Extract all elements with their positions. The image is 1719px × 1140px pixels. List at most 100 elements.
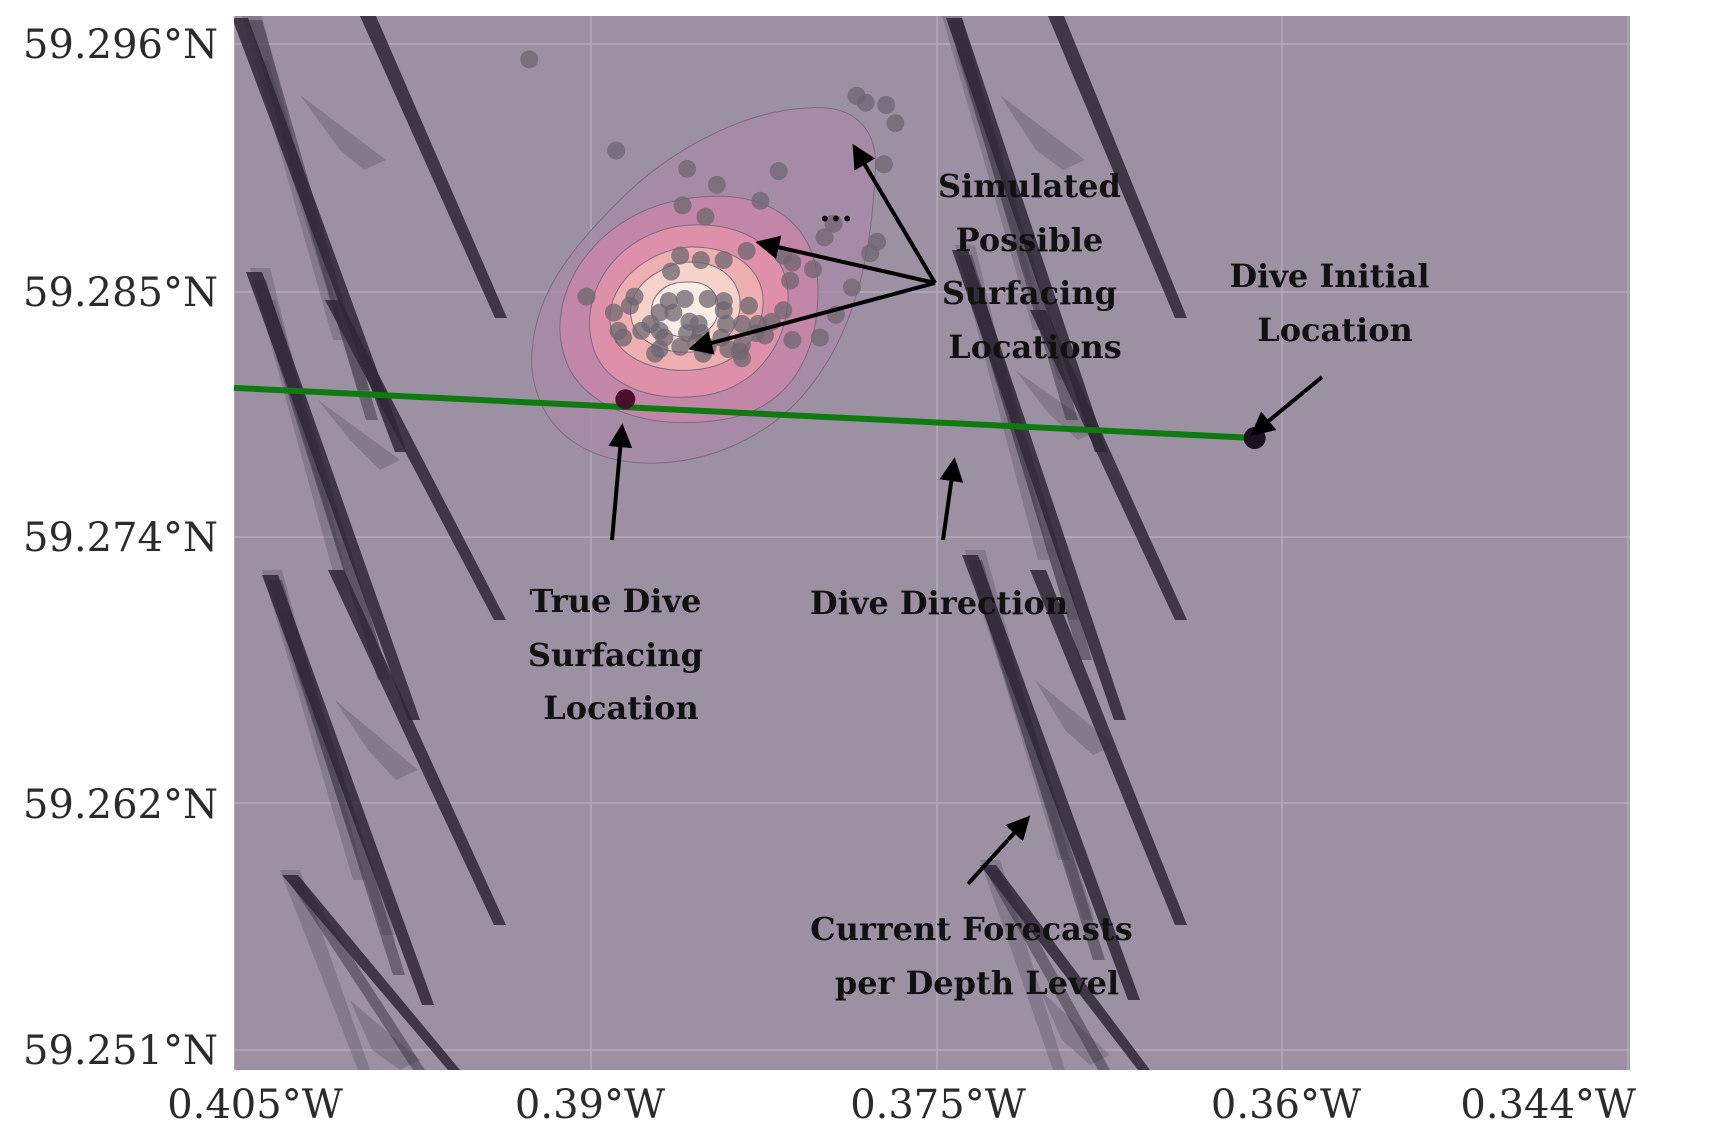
dive-direction-label: Dive Direction bbox=[810, 584, 1068, 622]
map-background bbox=[234, 16, 1630, 1070]
simulated-surfacing-point bbox=[696, 207, 715, 226]
initial-location-label: Dive Initial Location bbox=[1229, 257, 1440, 349]
simulated-surfacing-point bbox=[751, 191, 770, 210]
simulated-surfacing-point bbox=[803, 260, 822, 279]
simulated-surfacing-point bbox=[717, 314, 736, 333]
current-arrow bbox=[262, 575, 434, 1005]
current-arrow bbox=[246, 272, 420, 720]
currents-label-line: Current Forecasts bbox=[810, 910, 1133, 948]
x-axis-ticks: 0.405°W 0.39°W 0.375°W 0.36°W 0.344°W bbox=[167, 1082, 1636, 1128]
simulated-label-line: Simulated bbox=[938, 167, 1121, 205]
simulated-surfacing-point bbox=[861, 244, 880, 263]
dive-track-line bbox=[233, 384, 1255, 442]
current-arrow bbox=[300, 95, 386, 170]
simulated-label-line: Surfacing bbox=[942, 274, 1117, 312]
y-axis-ticks: 59.296°N 59.285°N 59.274°N 59.262°N 59.2… bbox=[23, 22, 218, 1074]
current-arrow bbox=[288, 880, 425, 1070]
current-arrow bbox=[1035, 680, 1115, 755]
simulated-surfacing-point bbox=[842, 278, 861, 297]
simulated-surfacing-point bbox=[774, 301, 793, 320]
current-arrow bbox=[952, 250, 1126, 720]
current-arrow bbox=[328, 570, 506, 925]
initial-label-line: Location bbox=[1257, 311, 1413, 349]
true-surfacing-marker bbox=[615, 389, 636, 410]
simulated-surfacing-point bbox=[671, 246, 690, 265]
simulated-surfacing-point bbox=[698, 289, 717, 308]
simulated-surfacing-point bbox=[714, 251, 733, 270]
simulated-surfacing-point bbox=[673, 196, 692, 215]
simulated-arrow-top bbox=[852, 143, 937, 285]
simulated-surfacing-point bbox=[632, 321, 651, 340]
current-arrow-stack bbox=[952, 245, 1187, 720]
simulated-label: Simulated Possible Surfacing Locations bbox=[938, 167, 1132, 366]
current-arrow bbox=[275, 610, 395, 935]
y-tick-label: 59.262°N bbox=[23, 782, 218, 828]
x-tick-label: 0.36°W bbox=[1211, 1082, 1361, 1128]
true-label-line: Location bbox=[543, 689, 699, 727]
current-arrow bbox=[318, 400, 400, 470]
current-arrow bbox=[1000, 95, 1085, 170]
initial-label-line: Dive Initial bbox=[1229, 257, 1429, 295]
initial-location-arrow bbox=[1250, 375, 1324, 437]
simulated-surfacing-point bbox=[824, 214, 843, 233]
current-arrow bbox=[955, 50, 1070, 380]
current-arrow bbox=[282, 875, 460, 1070]
true-label-line: True Dive bbox=[529, 582, 701, 620]
currents-label-line: per Depth Level bbox=[835, 964, 1119, 1002]
current-arrow bbox=[350, 1000, 420, 1070]
current-arrow bbox=[962, 555, 1140, 1000]
simulated-surfacing-point bbox=[856, 93, 875, 112]
x-tick-label: 0.344°W bbox=[1460, 1082, 1636, 1128]
current-forecasts-arrow bbox=[966, 815, 1031, 886]
current-arrow bbox=[335, 700, 418, 780]
simulated-surfacing-point bbox=[733, 314, 752, 333]
current-arrow bbox=[360, 16, 507, 318]
current-arrow bbox=[985, 870, 1110, 1070]
true-surfacing-arrow bbox=[608, 423, 633, 541]
current-arrow-stack bbox=[962, 550, 1187, 1000]
dive-direction-arrow bbox=[939, 457, 964, 541]
simulated-surfacing-point bbox=[675, 289, 694, 308]
current-arrow-stack bbox=[246, 268, 506, 720]
simulated-surfacing-point bbox=[739, 296, 758, 315]
simulated-surfacing-point bbox=[614, 328, 633, 347]
simulated-surfacing-point bbox=[874, 155, 893, 174]
current-arrow bbox=[1030, 570, 1187, 925]
y-tick-label: 59.296°N bbox=[23, 22, 218, 68]
simulated-surfacing-point bbox=[877, 95, 896, 114]
current-arrow bbox=[234, 18, 407, 452]
simulated-surfacing-point bbox=[664, 303, 683, 322]
current-arrow bbox=[946, 18, 1107, 452]
y-tick-label: 59.274°N bbox=[23, 515, 218, 561]
simulated-label-line: Possible bbox=[956, 221, 1104, 259]
simulated-surfacing-point bbox=[737, 241, 756, 260]
simulated-surfacing-point bbox=[691, 251, 710, 270]
dive-layer bbox=[233, 384, 1255, 442]
x-tick-label: 0.375°W bbox=[850, 1082, 1026, 1128]
true-label-line: Surfacing bbox=[528, 636, 703, 674]
current-arrow bbox=[280, 870, 370, 1070]
annotation-labels: Simulated Possible Surfacing Locations .… bbox=[528, 167, 1440, 1002]
simulated-surfacing-point bbox=[577, 287, 596, 306]
y-tick-label: 59.285°N bbox=[23, 270, 218, 316]
y-tick-label: 59.251°N bbox=[23, 1028, 218, 1074]
simulated-surfacing-point bbox=[707, 175, 726, 194]
current-arrow bbox=[1030, 310, 1187, 620]
current-arrow bbox=[942, 16, 1045, 330]
true-surfacing-label: True Dive Surfacing Location bbox=[528, 582, 714, 727]
simulated-surfacing-point bbox=[604, 303, 623, 322]
current-arrow-stack bbox=[262, 570, 506, 1005]
simulated-surfacing-point bbox=[783, 253, 802, 272]
x-tick-label: 0.39°W bbox=[515, 1082, 665, 1128]
current-arrow bbox=[980, 865, 1150, 1070]
simulated-surfacing-point bbox=[678, 159, 697, 178]
simulated-surfacing-point bbox=[783, 330, 802, 349]
annotation-arrows bbox=[608, 143, 1324, 886]
current-forecast-arrows bbox=[234, 16, 1187, 1070]
simulated-surfacing-point bbox=[620, 296, 639, 315]
current-forecasts-label: Current Forecasts per Depth Level bbox=[810, 910, 1144, 1002]
current-arrow bbox=[980, 860, 1065, 1070]
x-tick-label: 0.405°W bbox=[167, 1082, 343, 1128]
current-arrow bbox=[1040, 990, 1110, 1065]
simulated-surfacing-point bbox=[607, 141, 626, 160]
